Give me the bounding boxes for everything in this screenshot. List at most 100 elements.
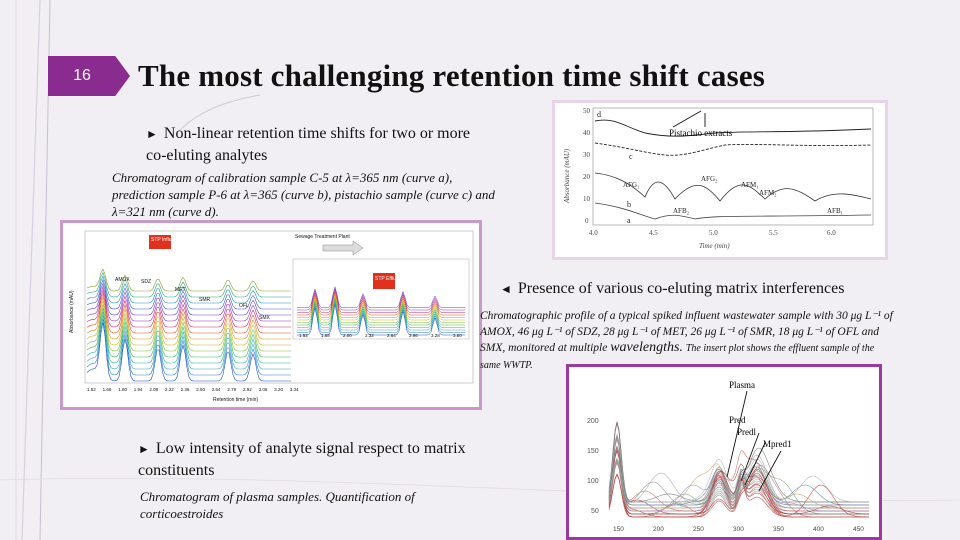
wastewater-trace: [86, 311, 291, 364]
figure-wastewater-chromatogram: STP Influent STP Effluent Sewage Treatme…: [60, 220, 482, 410]
wastewater-trace: [86, 315, 291, 370]
y-tick: 50: [583, 107, 591, 115]
label-plasma: Plasma: [729, 380, 755, 390]
tag-stp-influent: STP Influent: [151, 237, 179, 243]
x-tick: 4.5: [649, 229, 658, 237]
label-ofl: OFL: [239, 303, 249, 309]
label-amox: AMOX: [115, 277, 130, 283]
x-tick: 1.80: [118, 387, 127, 392]
curve-label: b: [627, 200, 631, 209]
plasma-trace: [608, 437, 869, 515]
x-axis-label: Retention time (min): [213, 397, 258, 403]
insert-header: Sewage Treatment Plant: [295, 234, 350, 240]
y-tick: 100: [587, 478, 599, 485]
inset-x-tick: 1.52: [299, 333, 308, 338]
slide-title: The most challenging retention time shif…: [138, 58, 766, 93]
wastewater-trace: [86, 297, 291, 340]
x-tick: 400: [813, 526, 824, 533]
peak-label: AFB₂: [673, 207, 690, 215]
wastewater-trace: [86, 268, 291, 292]
x-tick: 150: [613, 526, 624, 533]
curve-d: [594, 119, 872, 137]
label-met: MET: [175, 287, 186, 293]
x-tick: 1.52: [87, 387, 96, 392]
y-tick: 150: [587, 448, 599, 455]
label-pred: Pred: [729, 415, 746, 425]
inset-trace: [297, 296, 465, 323]
x-tick: 2.36: [181, 387, 190, 392]
label-predl: Predl: [737, 427, 756, 437]
x-tick: 2.78: [227, 387, 236, 392]
plasma-trace: [608, 460, 869, 512]
x-tick: 5.5: [769, 229, 778, 237]
inset-trace: [297, 304, 465, 336]
x-tick: 4.0: [589, 229, 598, 237]
inset-trace: [297, 297, 465, 326]
x-tick: 2.64: [212, 387, 221, 392]
inset-trace: [297, 293, 465, 318]
x-tick: 3.06: [259, 387, 268, 392]
x-tick: 3.34: [290, 387, 299, 392]
y-tick: 40: [583, 129, 591, 137]
x-tick: 450: [853, 526, 864, 533]
plasma-trace: [608, 458, 869, 506]
y-tick: 10: [583, 195, 591, 203]
x-tick: 1.94: [134, 387, 143, 392]
wastewater-trace: [86, 278, 291, 310]
y-axis-label: Absorbance (mAU): [563, 148, 571, 204]
figure-pistachio-chromatogram: 50 40 30 20 10 0 4.0 4.5 5.0 5.5 6.0 Tim…: [552, 100, 888, 260]
wastewater-trace: [86, 282, 291, 316]
wastewater-trace: [86, 322, 291, 382]
y-tick: 50: [591, 508, 599, 515]
wastewater-trace: [86, 301, 291, 346]
y-tick: 0: [585, 217, 589, 225]
y-axis-label: Absorbance (mAU): [69, 290, 75, 333]
peak-label: AFG₁: [623, 181, 639, 189]
figure-plasma-chromatogram: 200 150 100 50 150 200 250 300 350 400 450 Pla…: [566, 364, 882, 540]
label-sdz: SDZ: [141, 279, 151, 285]
wastewater-trace: [86, 308, 291, 358]
label-mpred1: Mpred1: [763, 439, 792, 449]
x-tick: 2.92: [243, 387, 252, 392]
wastewater-trace: [86, 304, 291, 352]
wastewater-trace: [86, 285, 291, 322]
curve-b: [594, 172, 872, 202]
x-axis-label: Time (min): [699, 242, 730, 250]
inset-x-tick: 2.64: [387, 333, 396, 338]
inset-trace: [297, 291, 465, 316]
caption-calibration: Chromatogram of calibration sample C-5 a…: [112, 170, 495, 219]
inset-trace: [297, 302, 465, 333]
inset-x-tick: 3.60: [453, 333, 462, 338]
caption-wastewater: Chromatographic profile of a typical spi…: [480, 310, 893, 371]
slide-number-badge: [48, 56, 130, 96]
peak-label: AFM₁: [741, 181, 759, 189]
slide-number: 16: [73, 67, 91, 84]
curve-c: [594, 142, 872, 156]
label-smx: SMX: [259, 315, 271, 321]
x-tick: 200: [653, 526, 664, 533]
inset-x-tick: 2.96: [409, 333, 418, 338]
x-tick: 300: [733, 526, 744, 533]
bullet-arrow-icon: ►: [138, 442, 150, 456]
wastewater-trace: [86, 275, 291, 304]
inset-x-tick: 3.28: [431, 333, 440, 338]
bullet-matrix-interferences: ◄ Presence of various co-eluting matrix i…: [500, 280, 845, 297]
bullet-arrow-icon: ►: [146, 127, 158, 141]
inset-x-tick: 2.00: [343, 333, 352, 338]
tag-stp-effluent: STP Effluent: [375, 276, 403, 282]
inset-trace: [297, 288, 465, 311]
x-tick: 2.08: [149, 387, 158, 392]
inset-trace: [297, 289, 465, 313]
inset-x-tick: 1.68: [321, 333, 330, 338]
y-tick: 30: [583, 151, 591, 159]
inset-trace: [297, 294, 465, 321]
inset-x-tick: 2.32: [365, 333, 374, 338]
bullet-low-intensity: ► Low intensity of analyte signal respect…: [138, 440, 466, 479]
wastewater-trace: [86, 318, 291, 376]
peak-label: AFG₂: [701, 175, 718, 183]
bullet-arrow-left-icon: ◄: [500, 282, 512, 296]
curve-label: d: [597, 110, 601, 119]
x-tick: 2.50: [196, 387, 205, 392]
curve-label: a: [627, 216, 631, 225]
inset-trace: [297, 299, 465, 328]
